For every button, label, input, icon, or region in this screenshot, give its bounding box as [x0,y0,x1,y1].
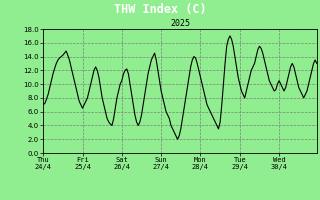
Text: THW Index (C): THW Index (C) [114,2,206,16]
Title: 2025: 2025 [170,19,190,28]
